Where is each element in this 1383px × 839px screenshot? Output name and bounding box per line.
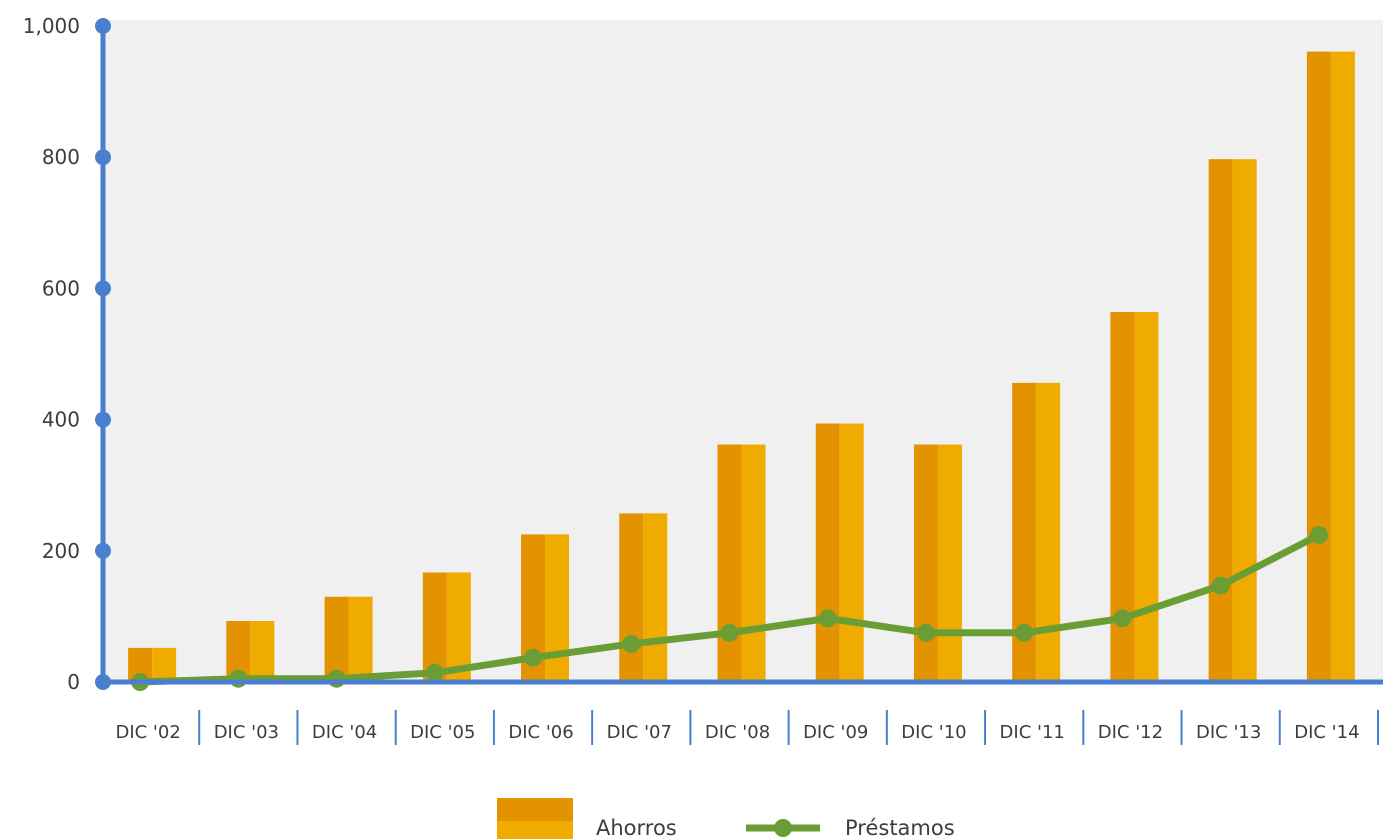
bar-02 bbox=[128, 647, 177, 682]
y-tick-label: 1,000 bbox=[23, 14, 80, 38]
legend-swatch-bottom bbox=[497, 821, 573, 839]
bar-left-half bbox=[1208, 159, 1233, 683]
bar-right-half bbox=[545, 534, 570, 682]
bar-right-half bbox=[1330, 51, 1355, 683]
x-tick-label: DIC '05 bbox=[410, 722, 475, 743]
x-axis-ticks: DIC '02 DIC '03 DIC '04 DIC '05 DIC '06 DIC '… bbox=[115, 710, 1379, 745]
line-point bbox=[229, 669, 248, 688]
bar-14 bbox=[1306, 51, 1355, 683]
bar-right-half bbox=[643, 513, 668, 682]
bar-right-half bbox=[937, 444, 962, 682]
bar-left-half bbox=[619, 513, 644, 682]
bar-left-half bbox=[815, 423, 840, 682]
line-point bbox=[1113, 609, 1132, 628]
bar-09 bbox=[815, 423, 864, 682]
bar-series-ahorros bbox=[128, 51, 1355, 683]
bar-05 bbox=[422, 572, 471, 682]
x-tick-label: DIC '04 bbox=[312, 722, 377, 743]
bar-right-half bbox=[1134, 312, 1159, 682]
line-point bbox=[425, 663, 444, 682]
line-point bbox=[622, 634, 641, 653]
line-point bbox=[327, 669, 346, 688]
line-point bbox=[524, 648, 543, 667]
legend-marker bbox=[774, 819, 792, 837]
bar-12 bbox=[1110, 312, 1159, 682]
line-point bbox=[1015, 623, 1034, 642]
line-point bbox=[1309, 526, 1328, 545]
bar-right-half bbox=[250, 620, 275, 682]
x-tick-label: DIC '02 bbox=[115, 722, 180, 743]
y-tick-dot bbox=[95, 542, 111, 559]
x-tick-label: DIC '06 bbox=[508, 722, 573, 743]
y-tick-label: 200 bbox=[42, 539, 80, 563]
bar-04 bbox=[324, 596, 373, 682]
legend-swatch-top bbox=[497, 798, 573, 821]
y-tick-label: 600 bbox=[42, 276, 80, 300]
bar-right-half bbox=[152, 647, 177, 682]
y-axis-ticks: 0 200 400 600 800 1,000 bbox=[23, 14, 111, 694]
legend-item-prestamos: Préstamos bbox=[746, 816, 955, 839]
bar-left-half bbox=[324, 596, 349, 682]
bar-left-half bbox=[913, 444, 938, 682]
bar-13 bbox=[1208, 159, 1257, 683]
y-tick-dot bbox=[95, 18, 111, 34]
y-tick-label: 800 bbox=[42, 145, 80, 169]
x-tick-label: DIC '13 bbox=[1196, 722, 1261, 743]
bar-07 bbox=[619, 513, 668, 682]
bar-right-half bbox=[446, 572, 471, 682]
bar-left-half bbox=[422, 572, 447, 682]
x-tick-label: DIC '08 bbox=[705, 722, 770, 743]
x-tick-label: DIC '12 bbox=[1098, 722, 1163, 743]
axes bbox=[100, 20, 1383, 685]
x-tick-label: DIC '03 bbox=[214, 722, 279, 743]
y-tick-dot bbox=[95, 674, 111, 690]
bar-left-half bbox=[717, 444, 742, 682]
y-tick-label: 0 bbox=[67, 670, 80, 694]
legend-item-ahorros: Ahorros bbox=[497, 798, 677, 839]
bar-right-half bbox=[1036, 382, 1061, 682]
y-tick-dot bbox=[95, 149, 111, 166]
line-point bbox=[916, 623, 935, 642]
bar-right-half bbox=[741, 444, 766, 682]
y-tick-dot bbox=[95, 280, 111, 297]
line-point bbox=[1211, 576, 1230, 595]
x-tick-label: DIC '07 bbox=[607, 722, 672, 743]
line-point bbox=[720, 623, 739, 642]
bar-right-half bbox=[348, 596, 373, 682]
bar-08 bbox=[717, 444, 766, 682]
bar-10 bbox=[913, 444, 962, 682]
y-tick-dot bbox=[95, 411, 111, 428]
line-series-prestamos bbox=[131, 526, 1328, 691]
legend-label-prestamos: Préstamos bbox=[845, 816, 955, 839]
bar-right-half bbox=[839, 423, 864, 682]
line-point bbox=[818, 609, 837, 628]
bar-left-half bbox=[1306, 51, 1331, 683]
bar-03 bbox=[226, 620, 275, 682]
y-tick-label: 400 bbox=[42, 408, 80, 432]
legend: Ahorros Préstamos bbox=[497, 798, 955, 839]
x-tick-label: DIC '14 bbox=[1294, 722, 1359, 743]
x-tick-label: DIC '09 bbox=[803, 722, 868, 743]
bar-right-half bbox=[1232, 159, 1257, 683]
legend-label-ahorros: Ahorros bbox=[596, 816, 677, 839]
x-tick-label: DIC '11 bbox=[1000, 722, 1065, 743]
x-tick-label: DIC '10 bbox=[901, 722, 966, 743]
